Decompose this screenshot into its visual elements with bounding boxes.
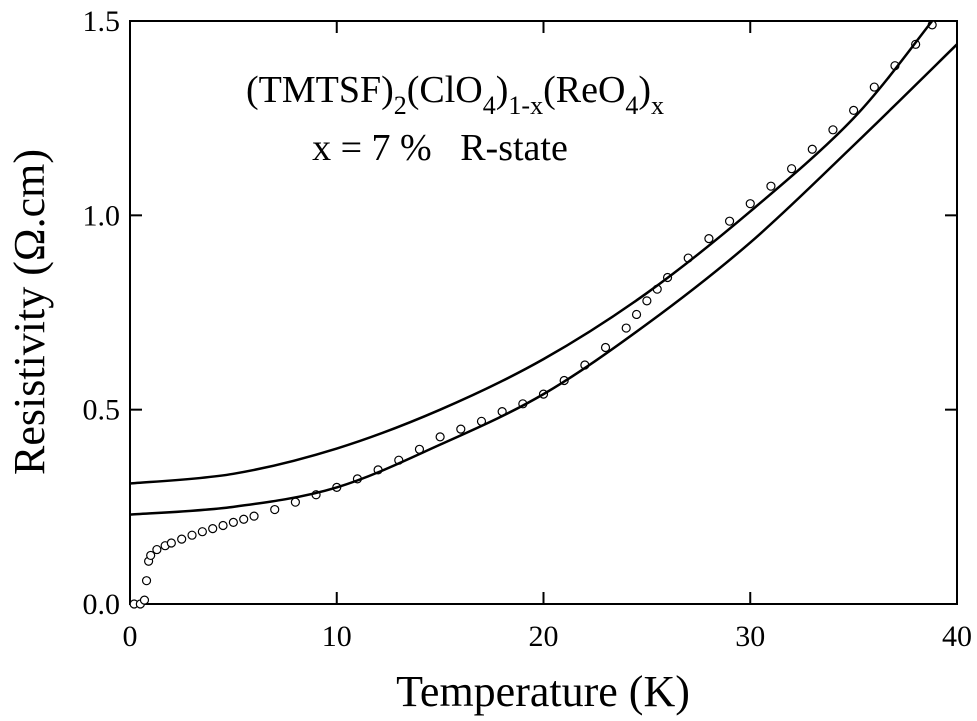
y-tick-label: 1.0 bbox=[83, 199, 121, 232]
y-tick-label: 0.5 bbox=[83, 394, 121, 427]
y-tick-label: 1.5 bbox=[83, 5, 121, 38]
data-point bbox=[218, 520, 228, 531]
data-point bbox=[766, 181, 776, 191]
data-point bbox=[435, 432, 445, 442]
data-point bbox=[849, 105, 859, 115]
data-point bbox=[621, 323, 631, 333]
data-point bbox=[228, 517, 238, 527]
x-tick-label: 0 bbox=[123, 620, 138, 653]
data-point bbox=[177, 534, 187, 544]
data-point bbox=[745, 199, 755, 209]
data-point bbox=[249, 511, 259, 521]
data-point bbox=[166, 538, 176, 548]
data-point bbox=[187, 530, 197, 540]
data-point bbox=[197, 527, 207, 537]
title-part: 4 bbox=[625, 91, 638, 120]
data-point bbox=[724, 216, 735, 226]
data-point bbox=[600, 342, 611, 353]
x-axis-label: Temperature (K) bbox=[396, 667, 690, 716]
data-point bbox=[290, 497, 300, 507]
data-point bbox=[152, 544, 162, 555]
data-point bbox=[807, 144, 817, 154]
data-point bbox=[208, 523, 218, 534]
y-axis-label: Resistivity (Ω.cm) bbox=[5, 149, 54, 475]
data-point bbox=[704, 234, 714, 244]
data-point bbox=[456, 424, 466, 434]
data-point bbox=[828, 125, 838, 135]
chart-title: (TMTSF)2(ClO4)1-x(ReO4)x bbox=[246, 69, 664, 120]
title-part: ) bbox=[638, 69, 651, 111]
y-tick-label: 0.0 bbox=[83, 588, 121, 621]
fit-line bbox=[129, 43, 958, 516]
title-part: 2 bbox=[394, 91, 407, 120]
x-tick-label: 40 bbox=[942, 620, 972, 653]
title-part: x bbox=[651, 91, 664, 120]
data-point bbox=[141, 576, 152, 586]
x-tick-label: 20 bbox=[529, 620, 559, 653]
data-point bbox=[642, 296, 652, 306]
data-point bbox=[146, 550, 156, 561]
title-part: (ReO bbox=[543, 69, 625, 111]
x-tick-label: 10 bbox=[322, 620, 352, 653]
data-point bbox=[869, 82, 879, 92]
title-part: (ClO bbox=[407, 69, 483, 111]
x-tick-label: 30 bbox=[735, 620, 765, 653]
chart-subtitle: x = 7 % R-state bbox=[312, 127, 568, 169]
title-part: 4 bbox=[483, 91, 496, 120]
data-point bbox=[786, 164, 797, 174]
fit-line bbox=[129, 20, 934, 485]
data-point bbox=[270, 504, 280, 515]
title-part: (TMTSF) bbox=[246, 69, 394, 111]
title-part: ) bbox=[496, 69, 509, 111]
title-part: 1-x bbox=[508, 91, 543, 120]
data-point bbox=[239, 514, 249, 524]
data-point bbox=[139, 595, 150, 605]
data-point bbox=[631, 309, 642, 320]
